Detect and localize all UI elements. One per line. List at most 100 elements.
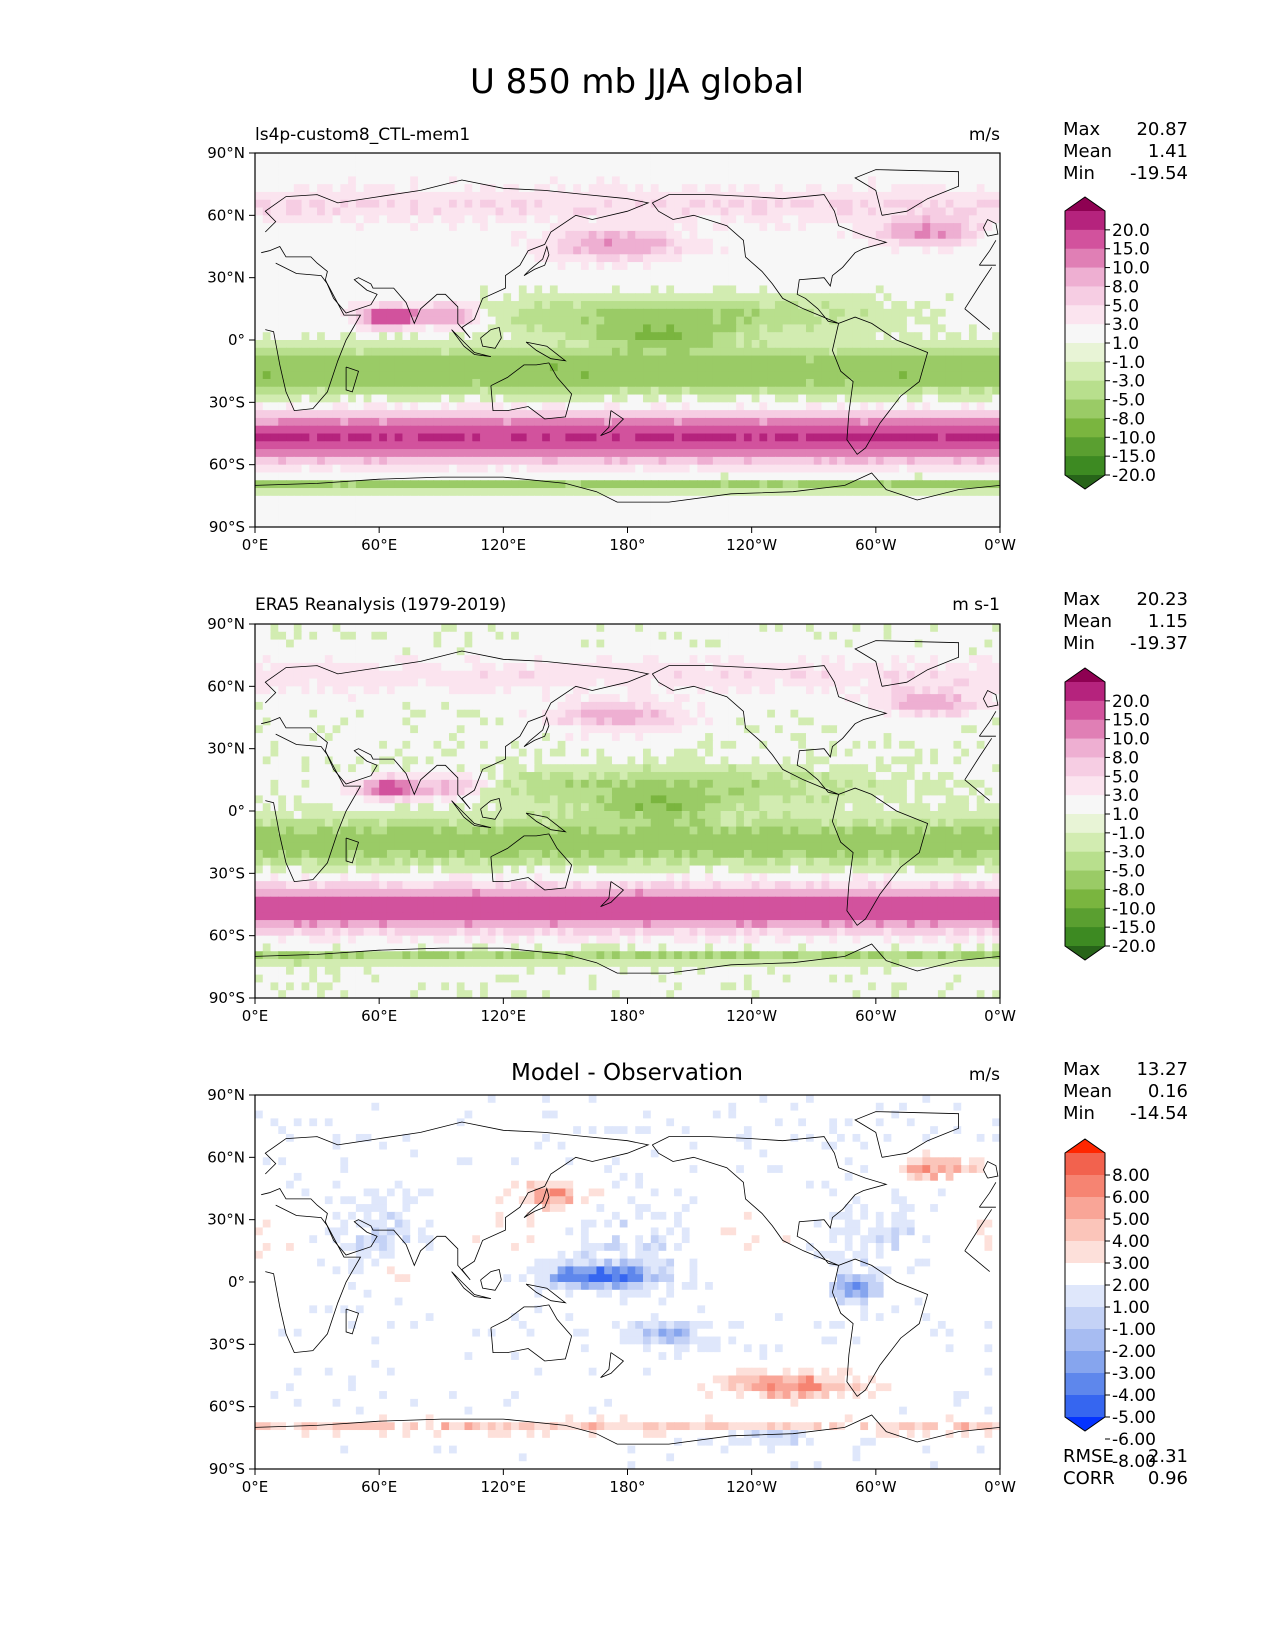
heatmap-cell — [332, 285, 341, 294]
heatmap-cell — [705, 285, 714, 294]
heatmap-cell — [549, 495, 559, 505]
heatmap-cell — [728, 449, 737, 458]
heatmap-cell — [720, 371, 729, 380]
heatmap-cell — [728, 639, 737, 648]
heatmap-cell — [705, 246, 714, 255]
heatmap-cell — [573, 215, 582, 224]
heatmap-cell — [433, 191, 442, 201]
heatmap-cell — [619, 378, 629, 388]
heatmap-cell — [860, 433, 869, 442]
heatmap-cell — [627, 223, 636, 232]
heatmap-cell — [386, 488, 396, 497]
heatmap-cell — [604, 495, 613, 505]
heatmap-cell — [588, 285, 598, 294]
heatmap-cell — [914, 230, 923, 240]
heatmap-cell — [262, 199, 272, 209]
heatmap-cell — [643, 511, 652, 520]
heatmap-cell — [751, 378, 761, 388]
heatmap-cell — [844, 631, 854, 641]
heatmap-cell — [720, 394, 729, 403]
heatmap-cell — [511, 160, 520, 170]
heatmap-cell — [542, 386, 551, 396]
heatmap-cell — [961, 417, 970, 427]
colorbar-label: -15.0 — [1112, 447, 1156, 467]
heatmap-cell — [301, 631, 310, 641]
heatmap-cell — [557, 199, 567, 209]
heatmap-cell — [666, 308, 675, 318]
heatmap-cell — [433, 433, 442, 442]
heatmap-cell — [705, 324, 714, 333]
heatmap-cell — [736, 472, 745, 481]
heatmap-cell — [425, 262, 435, 271]
heatmap-cell — [565, 308, 574, 318]
heatmap-cell — [472, 355, 481, 364]
heatmap-cell — [860, 238, 869, 248]
heatmap-cell — [317, 246, 326, 255]
heatmap-cell — [394, 425, 404, 435]
heatmap-cell — [410, 402, 419, 411]
heatmap-cell — [759, 410, 768, 419]
heatmap-cell — [441, 293, 450, 302]
heatmap-cell — [480, 495, 489, 505]
heatmap-cell — [736, 238, 745, 248]
heatmap-cell — [425, 332, 435, 341]
heatmap-cell — [666, 503, 675, 513]
heatmap-cell — [480, 371, 489, 380]
heatmap-cell — [635, 371, 644, 380]
heatmap-cell — [759, 308, 768, 318]
heatmap-cell — [518, 176, 528, 185]
heatmap-cell — [666, 215, 675, 224]
heatmap-cell — [650, 371, 660, 380]
heatmap-cell — [984, 410, 993, 419]
heatmap-cell — [844, 472, 854, 481]
heatmap-cell — [666, 472, 675, 481]
heatmap-cell — [379, 269, 388, 279]
heatmap-cell — [697, 433, 706, 442]
heatmap-cell — [495, 308, 504, 318]
heatmap-cell — [945, 316, 955, 326]
heatmap-cell — [689, 293, 698, 302]
heatmap-cell — [511, 456, 520, 466]
heatmap-cell — [611, 184, 621, 193]
heatmap-cell — [542, 488, 551, 497]
heatmap-cell — [798, 340, 807, 349]
heatmap-cell — [743, 464, 753, 474]
heatmap-cell — [899, 511, 908, 520]
heatmap-cell — [790, 238, 799, 248]
heatmap-cell — [542, 238, 551, 248]
heatmap-cell — [270, 347, 279, 357]
heatmap-cell — [340, 262, 349, 271]
heatmap-cell — [371, 363, 380, 372]
heatmap-cell — [518, 363, 528, 372]
heatmap-cell — [705, 238, 714, 248]
heatmap-cell — [371, 394, 380, 403]
heatmap-cell — [883, 503, 892, 513]
heatmap-cell — [860, 184, 869, 193]
heatmap-cell — [301, 464, 310, 474]
heatmap-cell — [549, 301, 559, 310]
heatmap-cell — [355, 223, 365, 232]
heatmap-cell — [813, 394, 823, 403]
heatmap-cell — [868, 215, 877, 224]
heatmap-cell — [774, 464, 784, 474]
heatmap-cell — [650, 223, 660, 232]
heatmap-cell — [751, 639, 761, 648]
heatmap-cell — [317, 277, 326, 287]
heatmap-cell — [906, 207, 916, 216]
heatmap-cell — [930, 464, 939, 474]
heatmap-cell — [286, 363, 295, 372]
heatmap-cell — [379, 277, 388, 287]
heatmap-cell — [837, 262, 846, 271]
heatmap-cell — [813, 160, 823, 170]
heatmap-cell — [270, 199, 279, 209]
heatmap-cell — [580, 631, 590, 641]
heatmap-cell — [790, 160, 799, 170]
heatmap-cell — [767, 378, 776, 388]
heatmap-cell — [953, 433, 962, 442]
heatmap-cell — [906, 639, 916, 648]
heatmap-cell — [899, 378, 908, 388]
heatmap-cell — [712, 191, 722, 201]
heatmap-cell — [852, 417, 861, 427]
heatmap-cell — [751, 160, 761, 170]
heatmap-cell — [961, 472, 970, 481]
